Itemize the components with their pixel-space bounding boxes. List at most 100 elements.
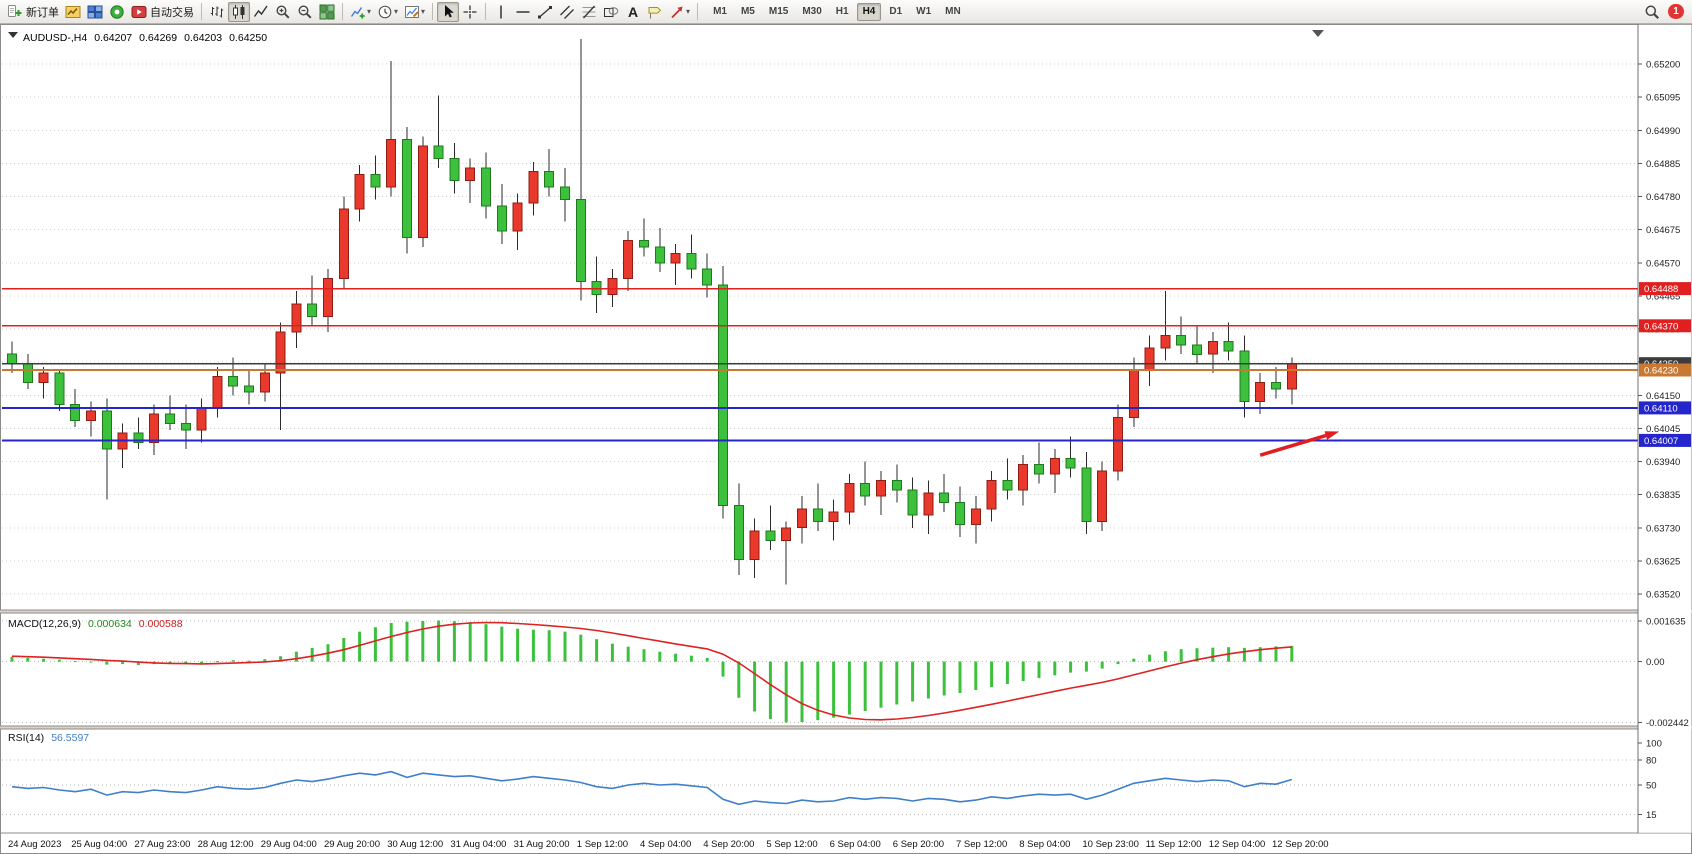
macd-tick-label: -0.002442 xyxy=(1646,718,1689,729)
macd-bar xyxy=(516,628,520,662)
candle xyxy=(180,423,191,431)
shapes-button[interactable] xyxy=(600,2,622,22)
candle xyxy=(417,145,428,238)
candle xyxy=(101,410,112,450)
vertical-line-button[interactable] xyxy=(490,2,512,22)
toolbar-separator xyxy=(485,3,487,20)
macd-bar xyxy=(373,627,377,662)
macd-bar xyxy=(1258,647,1262,662)
macd-bar xyxy=(437,620,441,662)
timeframe-d1-button[interactable]: D1 xyxy=(889,6,903,17)
zoom-in-button[interactable] xyxy=(272,2,294,22)
rsi-line xyxy=(11,770,1293,806)
time-axis-label: 28 Aug 12:00 xyxy=(198,839,254,850)
symbol-dropdown-icon[interactable] xyxy=(8,32,18,38)
new-order-button[interactable]: 新订单 xyxy=(4,2,62,22)
chart-window-button[interactable] xyxy=(62,2,84,22)
timeframe-m15-button[interactable]: M15 xyxy=(768,6,789,17)
trendline-button[interactable] xyxy=(534,2,556,22)
macd-label: MACD(12,26,9) 0.000634 0.000588 xyxy=(8,618,183,630)
chart-background[interactable] xyxy=(0,24,1692,854)
timeframe-m1-button[interactable]: M1 xyxy=(713,6,727,17)
tile-icon xyxy=(319,4,335,19)
time-axis-label: 6 Sep 20:00 xyxy=(893,839,944,850)
candle xyxy=(575,199,586,283)
timeframe-m5-button[interactable]: M5 xyxy=(740,6,755,17)
candle xyxy=(323,278,333,317)
candle xyxy=(275,331,286,374)
price-badge-label: 0.64370 xyxy=(1644,321,1678,332)
horizontal-line-button[interactable] xyxy=(512,2,534,22)
macd-bar xyxy=(294,651,298,662)
timeframe-h4-button[interactable]: H4 xyxy=(856,2,882,21)
equidistant-channel-button[interactable] xyxy=(556,2,578,22)
macd-bar xyxy=(768,661,772,719)
text-button[interactable]: A xyxy=(622,2,644,22)
candlestick-chart-button[interactable] xyxy=(228,1,250,22)
candle xyxy=(1113,416,1123,472)
macd-bar xyxy=(642,649,646,662)
chart-shift-marker[interactable] xyxy=(1312,30,1324,37)
macd-bar xyxy=(200,661,204,664)
candle xyxy=(718,284,728,507)
text-label-button[interactable] xyxy=(644,2,666,22)
macd-bar xyxy=(595,639,599,662)
candle xyxy=(212,375,223,409)
notification-badge[interactable]: 1 xyxy=(1668,4,1684,19)
market-watch-button[interactable] xyxy=(84,2,106,22)
candle xyxy=(465,167,476,182)
panel-divider[interactable] xyxy=(0,610,1692,613)
arrows-button[interactable]: ▾ xyxy=(666,2,693,22)
auto-trading-button[interactable]: 自动交易 xyxy=(128,2,197,22)
fibonacci-button[interactable] xyxy=(578,2,600,22)
price-tick-label: 0.64885 xyxy=(1646,159,1680,170)
bar-chart-button[interactable] xyxy=(206,2,228,22)
arrow-annotation[interactable] xyxy=(1259,431,1340,457)
templates-button[interactable]: ▾ xyxy=(401,2,428,22)
macd-bar xyxy=(247,660,251,662)
macd-bar xyxy=(911,661,915,702)
indicators-button[interactable]: ▾ xyxy=(347,2,374,22)
timeframe-mn-button[interactable]: MN xyxy=(945,6,961,17)
candle xyxy=(812,508,823,522)
rsi-tick-label: 15 xyxy=(1646,810,1657,821)
macd-bar xyxy=(73,661,77,663)
search-button[interactable] xyxy=(1641,2,1663,22)
price-tick-label: 0.63730 xyxy=(1646,523,1680,534)
chart-window[interactable]: AUDUSD-,H4 0.64207 0.64269 0.64203 0.64250 MA… xyxy=(0,24,1692,854)
macd-bar xyxy=(452,621,456,662)
macd-bar xyxy=(1274,646,1278,662)
macd-bar xyxy=(500,626,504,662)
candle xyxy=(1160,334,1171,349)
tile-windows-button[interactable] xyxy=(316,2,338,22)
macd-bar xyxy=(547,630,551,662)
candle xyxy=(670,252,681,264)
navigator-button[interactable] xyxy=(106,2,128,22)
candle xyxy=(1192,344,1202,355)
timeframe-w1-button[interactable]: W1 xyxy=(916,6,932,17)
zoom-out-button[interactable] xyxy=(294,2,316,22)
price-badge-0.64370 xyxy=(1639,319,1691,333)
timeframe-h1-button[interactable]: H1 xyxy=(835,6,849,17)
candle xyxy=(986,479,997,510)
cursor-button[interactable] xyxy=(437,1,460,22)
timeframe-m30-button[interactable]: M30 xyxy=(802,6,822,17)
candles xyxy=(7,38,1297,585)
candle xyxy=(1144,347,1155,371)
time-axis-label: 10 Sep 23:00 xyxy=(1082,839,1139,850)
panel-divider[interactable] xyxy=(0,726,1692,729)
rsi-tick-label: 100 xyxy=(1646,739,1662,750)
candle xyxy=(1018,464,1029,491)
time-axis-label: 24 Aug 2023 xyxy=(8,839,61,850)
toolbar-separator xyxy=(432,3,434,20)
time-axis-label: 31 Aug 20:00 xyxy=(514,839,570,850)
line-chart-button[interactable] xyxy=(250,2,272,22)
svg-text:A: A xyxy=(628,4,638,20)
candle xyxy=(733,505,744,560)
crosshair-button[interactable] xyxy=(459,2,481,22)
chart-canvas[interactable]: AUDUSD-,H4 0.64207 0.64269 0.64203 0.64250 MA… xyxy=(0,24,1692,854)
price-axis[interactable] xyxy=(1638,24,1692,833)
trendline-icon xyxy=(538,5,553,18)
candle xyxy=(338,208,349,280)
periods-button[interactable]: ▾ xyxy=(374,2,401,22)
